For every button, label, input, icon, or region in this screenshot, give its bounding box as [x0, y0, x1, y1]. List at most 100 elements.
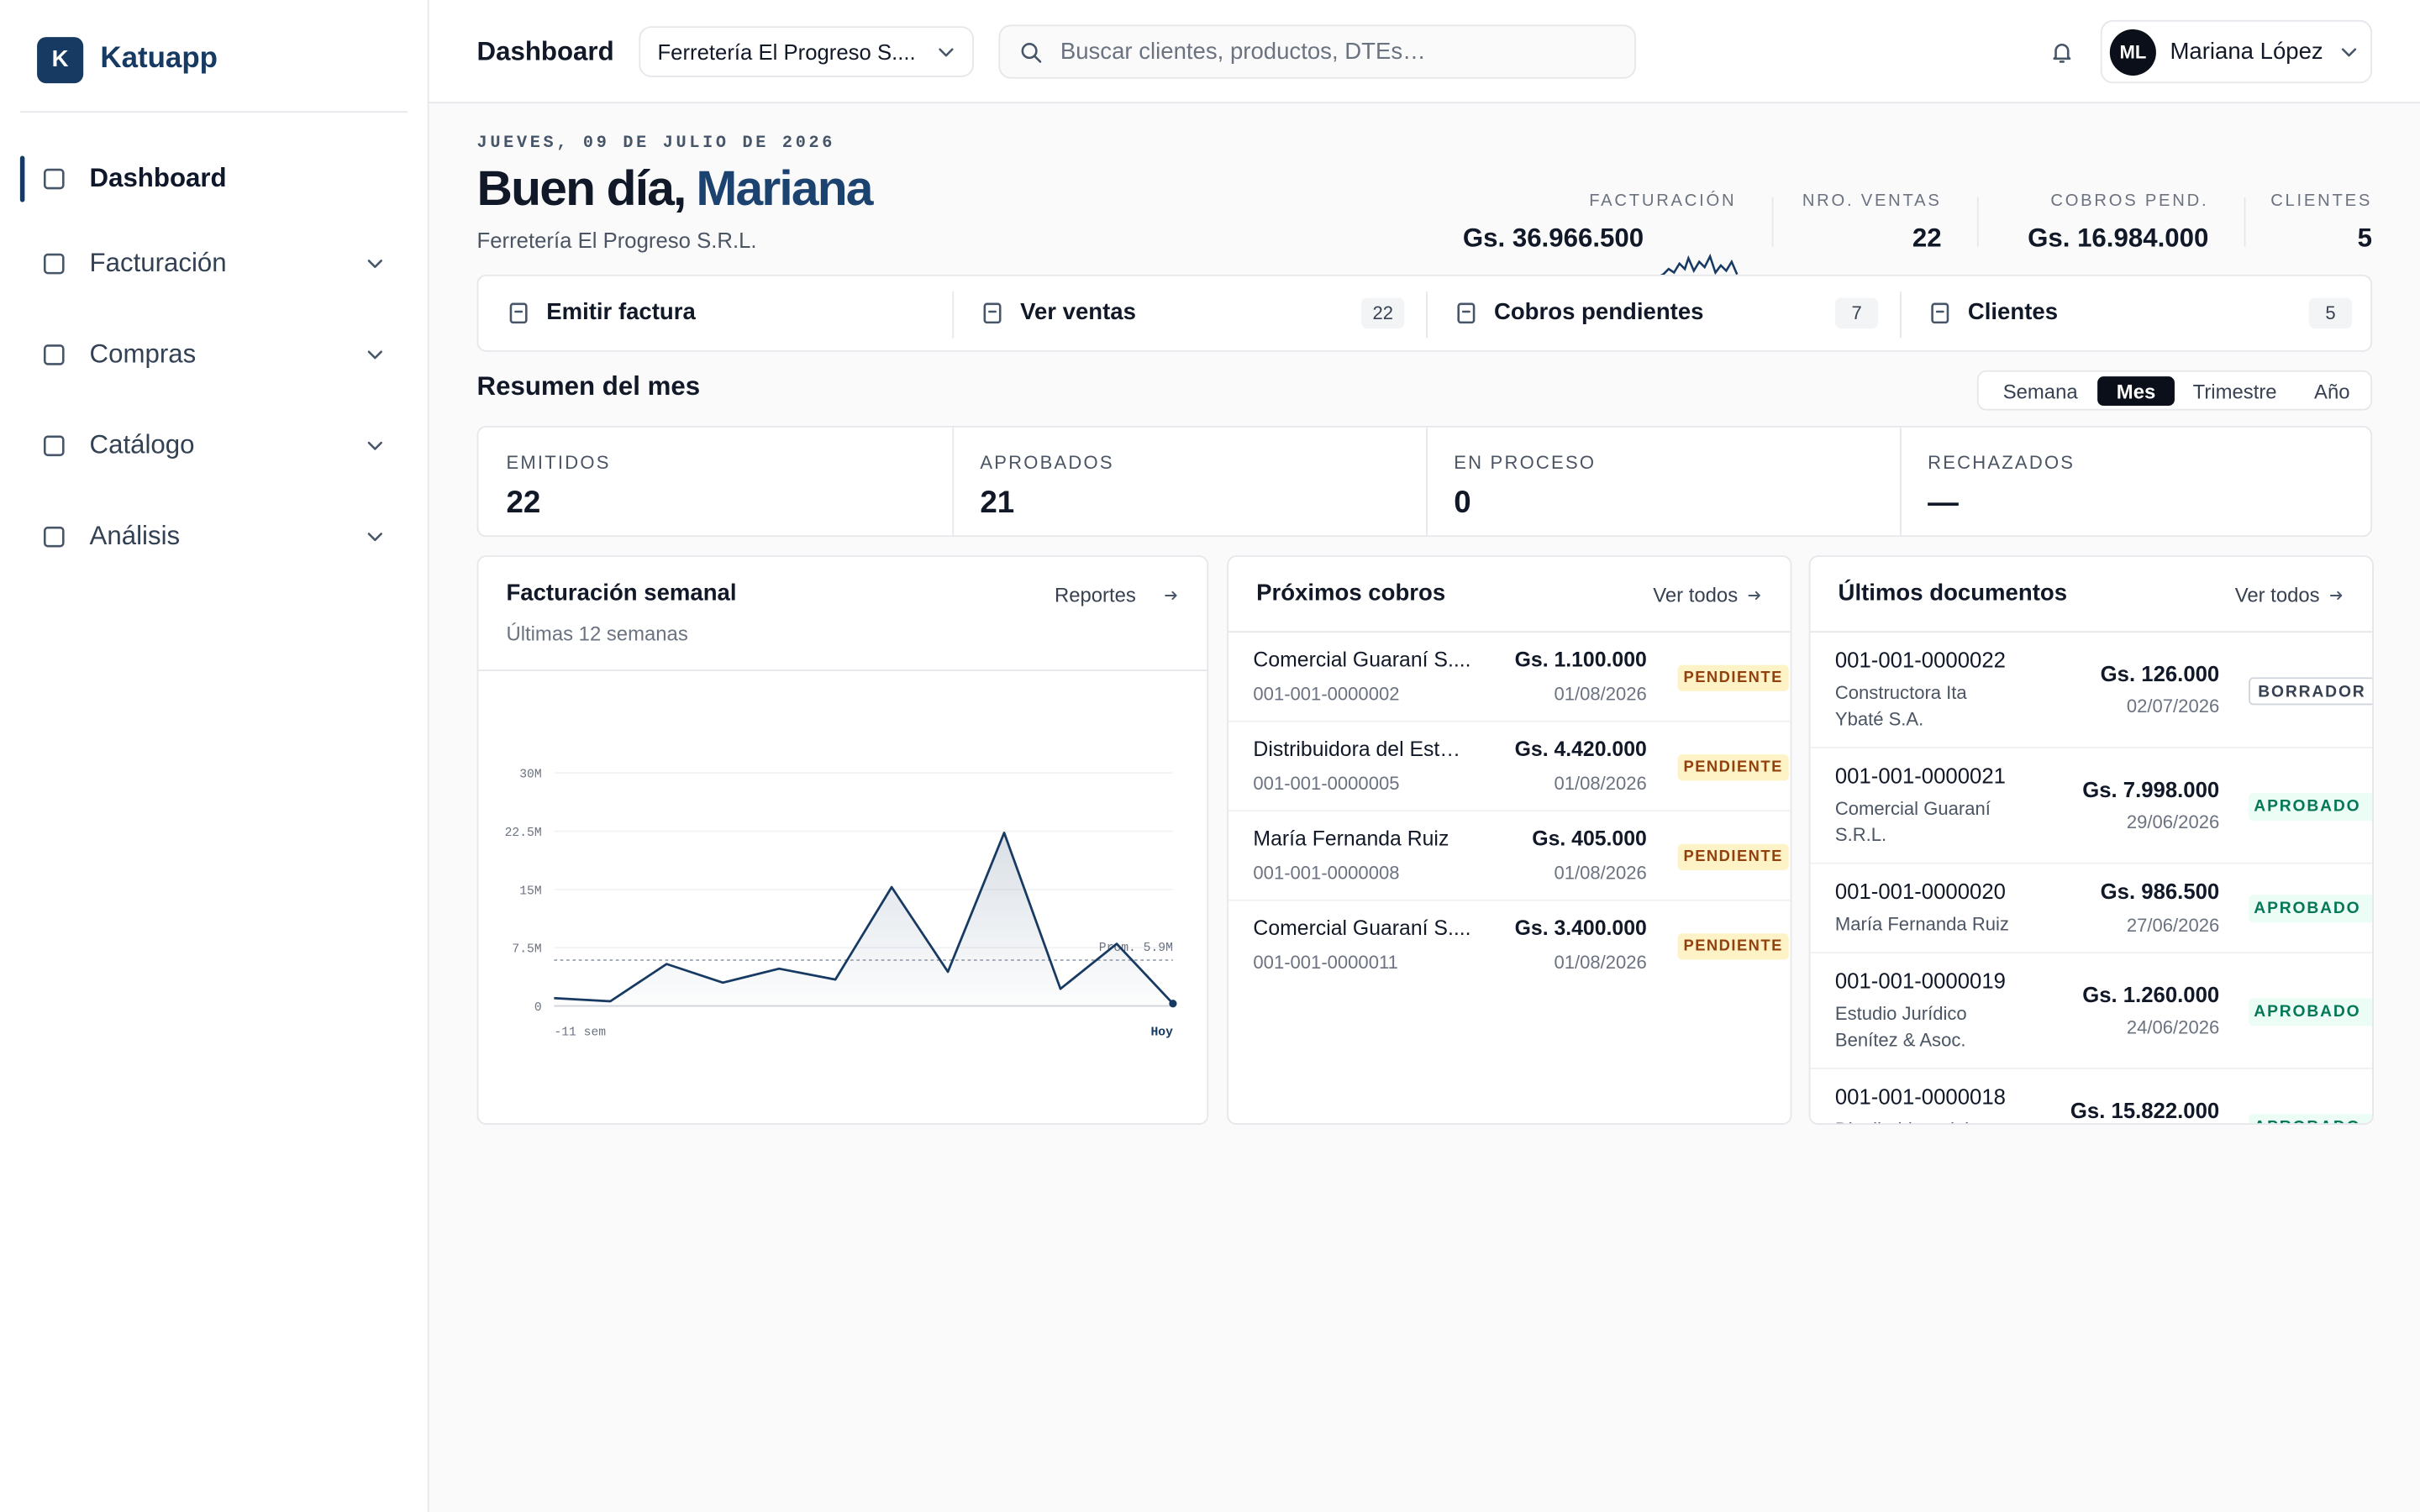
cobro-row[interactable]: María Fernanda Ruiz 001-001-0000008 Gs. 40… — [1228, 811, 1791, 901]
user-menu[interactable]: ML Mariana López — [2100, 19, 2373, 84]
doc-date: 24/06/2026 — [2126, 1016, 2220, 1038]
period-tab[interactable]: Año — [2296, 376, 2367, 406]
cobro-row[interactable]: Comercial Guaraní S.... 001-001-0000011 Gs… — [1228, 901, 1791, 991]
link-arrow — [1748, 591, 1760, 601]
status-text: APROBADO — [2254, 796, 2361, 816]
nav-chevron — [367, 533, 382, 542]
doc-number: 001-001-0000002 — [1253, 683, 1400, 706]
doc-date: 29/06/2026 — [2126, 811, 2220, 833]
y-tick-label: 0 — [534, 1001, 542, 1015]
link-arrow — [2329, 591, 2343, 601]
doc-row[interactable]: 001-001-0000021 Comercial Guaraní S.R.L. G… — [1810, 748, 2373, 864]
avatar-initials: ML — [2119, 41, 2147, 63]
y-tick-label: 30M — [519, 769, 541, 782]
action-badge-text: 7 — [1851, 302, 1862, 324]
doc-row[interactable]: 001-001-0000019 Estudio Jurídico Benítez … — [1810, 953, 2373, 1069]
action-button[interactable]: Ver ventas 22 — [952, 276, 1426, 350]
icon-shape — [367, 350, 382, 360]
period-tab[interactable]: Semana — [1986, 376, 2095, 406]
card-link: Ver todos — [2234, 583, 2320, 607]
icon-shape — [1655, 253, 1739, 280]
docs-card: Últimos documentos Ver todos 001-001-00000… — [1808, 555, 2374, 1125]
status-badge: PENDIENTE — [1677, 933, 1789, 960]
action-button[interactable]: Cobros pendientes 7 — [1426, 276, 1900, 350]
action-icon — [983, 302, 1002, 324]
cobro-row[interactable]: Comercial Guaraní S.... 001-001-0000002 Gs… — [1228, 633, 1791, 722]
nav-item[interactable] — [20, 415, 408, 476]
doc-client: Distribuidora del Est… — [1835, 1117, 2018, 1124]
icon-shape — [1748, 591, 1760, 601]
action-button[interactable]: Emitir factura — [478, 276, 952, 350]
doc-row[interactable]: 001-001-0000020 María Fernanda Ruiz Gs. 98… — [1810, 864, 2373, 954]
y-tick-label: 22.5M — [505, 827, 542, 840]
doc-client: Estudio Jurídico Benítez & Asoc. — [1834, 1002, 1967, 1051]
greeting-company: Ferretería El Progreso S.R.L. — [476, 228, 757, 253]
action-button[interactable]: Clientes 5 — [1900, 276, 2374, 350]
period-label: Mes — [2116, 379, 2156, 402]
cobro-row[interactable]: Distribuidora del Est… 001-001-0000005 Gs.… — [1228, 722, 1791, 812]
card-subtitle: Últimas 12 semanas — [506, 622, 688, 646]
card-title: Facturación semanal — [506, 580, 737, 606]
status-text: APROBADO — [2254, 1117, 2360, 1123]
doc-number: 001-001-0000018 — [1834, 1084, 2006, 1109]
doc-number: 001-001-0000019 — [1834, 968, 2006, 994]
doc-number: 001-001-0000021 — [1834, 763, 2006, 788]
stat-separator — [1426, 427, 1428, 536]
doc-row[interactable]: 001-001-0000022 Constructora Ita Ybaté S.… — [1810, 633, 2373, 748]
status-text: PENDIENTE — [1683, 758, 1783, 775]
select-chevron — [939, 48, 954, 57]
action-icon — [1457, 302, 1476, 324]
nav-chevron — [367, 350, 382, 360]
card-divider — [1228, 631, 1791, 633]
period-tab[interactable]: Mes — [2097, 376, 2175, 407]
stat-value: — — [1928, 486, 1959, 520]
nav-chevron — [367, 260, 382, 269]
stat-value: 22 — [506, 486, 541, 520]
period-label: Año — [2314, 379, 2350, 402]
stats-card: EMITIDOS 22 APROBADOS 21 EN PROCESO 0 RECHAZAD… — [476, 425, 2373, 538]
doc-number: 001-001-0000022 — [1834, 647, 2006, 673]
status-text: PENDIENTE — [1683, 937, 1783, 955]
last-point — [1169, 1000, 1177, 1008]
user-name: Mariana López — [2170, 38, 2323, 66]
nav-item[interactable] — [20, 324, 408, 386]
nav-icon — [43, 344, 65, 365]
icon-shape — [2341, 48, 2357, 57]
nav-chevron — [367, 441, 382, 450]
doc-row[interactable]: 001-001-0000018 Distribuidora del Est… Gs.… — [1810, 1069, 2373, 1124]
icon-shape — [2053, 44, 2071, 60]
nav-icon — [43, 435, 65, 457]
search-box[interactable]: Buscar clientes, productos, DTEs… — [998, 24, 1636, 79]
kpi-label: FACTURACIÓN — [1589, 192, 1737, 211]
period-label: Trimestre — [2192, 379, 2277, 402]
nav-icon — [43, 253, 65, 275]
nav-item[interactable] — [20, 506, 408, 567]
kpi-label: COBROS PEND. — [2050, 192, 2209, 211]
greeting-name: Mariana — [696, 160, 873, 216]
status-badge: PENDIENTE — [1677, 843, 1789, 870]
brand: Katuapp — [100, 42, 218, 76]
icon-shape — [43, 344, 65, 365]
status-text: PENDIENTE — [1683, 669, 1783, 686]
icon-shape — [939, 48, 954, 57]
client-name: Comercial Guaraní S.... — [1253, 916, 1471, 940]
status-text: APROBADO — [2254, 898, 2361, 917]
amount: Gs. 1.100.000 — [1514, 648, 1647, 671]
card-link: Ver todos — [1653, 583, 1739, 607]
period-tab[interactable]: Trimestre — [2178, 376, 2292, 406]
icon-shape — [367, 441, 382, 450]
stat-separator — [952, 427, 955, 536]
company-select[interactable]: Ferretería El Progreso S.... — [639, 26, 974, 77]
status-badge: APROBADO — [2249, 998, 2373, 1026]
status-badge: PENDIENTE — [1677, 664, 1789, 691]
doc-date: 27/06/2026 — [2126, 914, 2220, 937]
card-title: Próximos cobros — [1256, 580, 1446, 606]
y-tick-label: 15M — [519, 885, 541, 898]
action-badge: 7 — [1834, 297, 1879, 329]
nav-indicator — [19, 155, 25, 202]
status-badge: PENDIENTE — [1677, 754, 1789, 781]
link-arrow — [1165, 591, 1177, 601]
icon-shape — [43, 526, 65, 548]
card-divider — [478, 669, 1207, 671]
